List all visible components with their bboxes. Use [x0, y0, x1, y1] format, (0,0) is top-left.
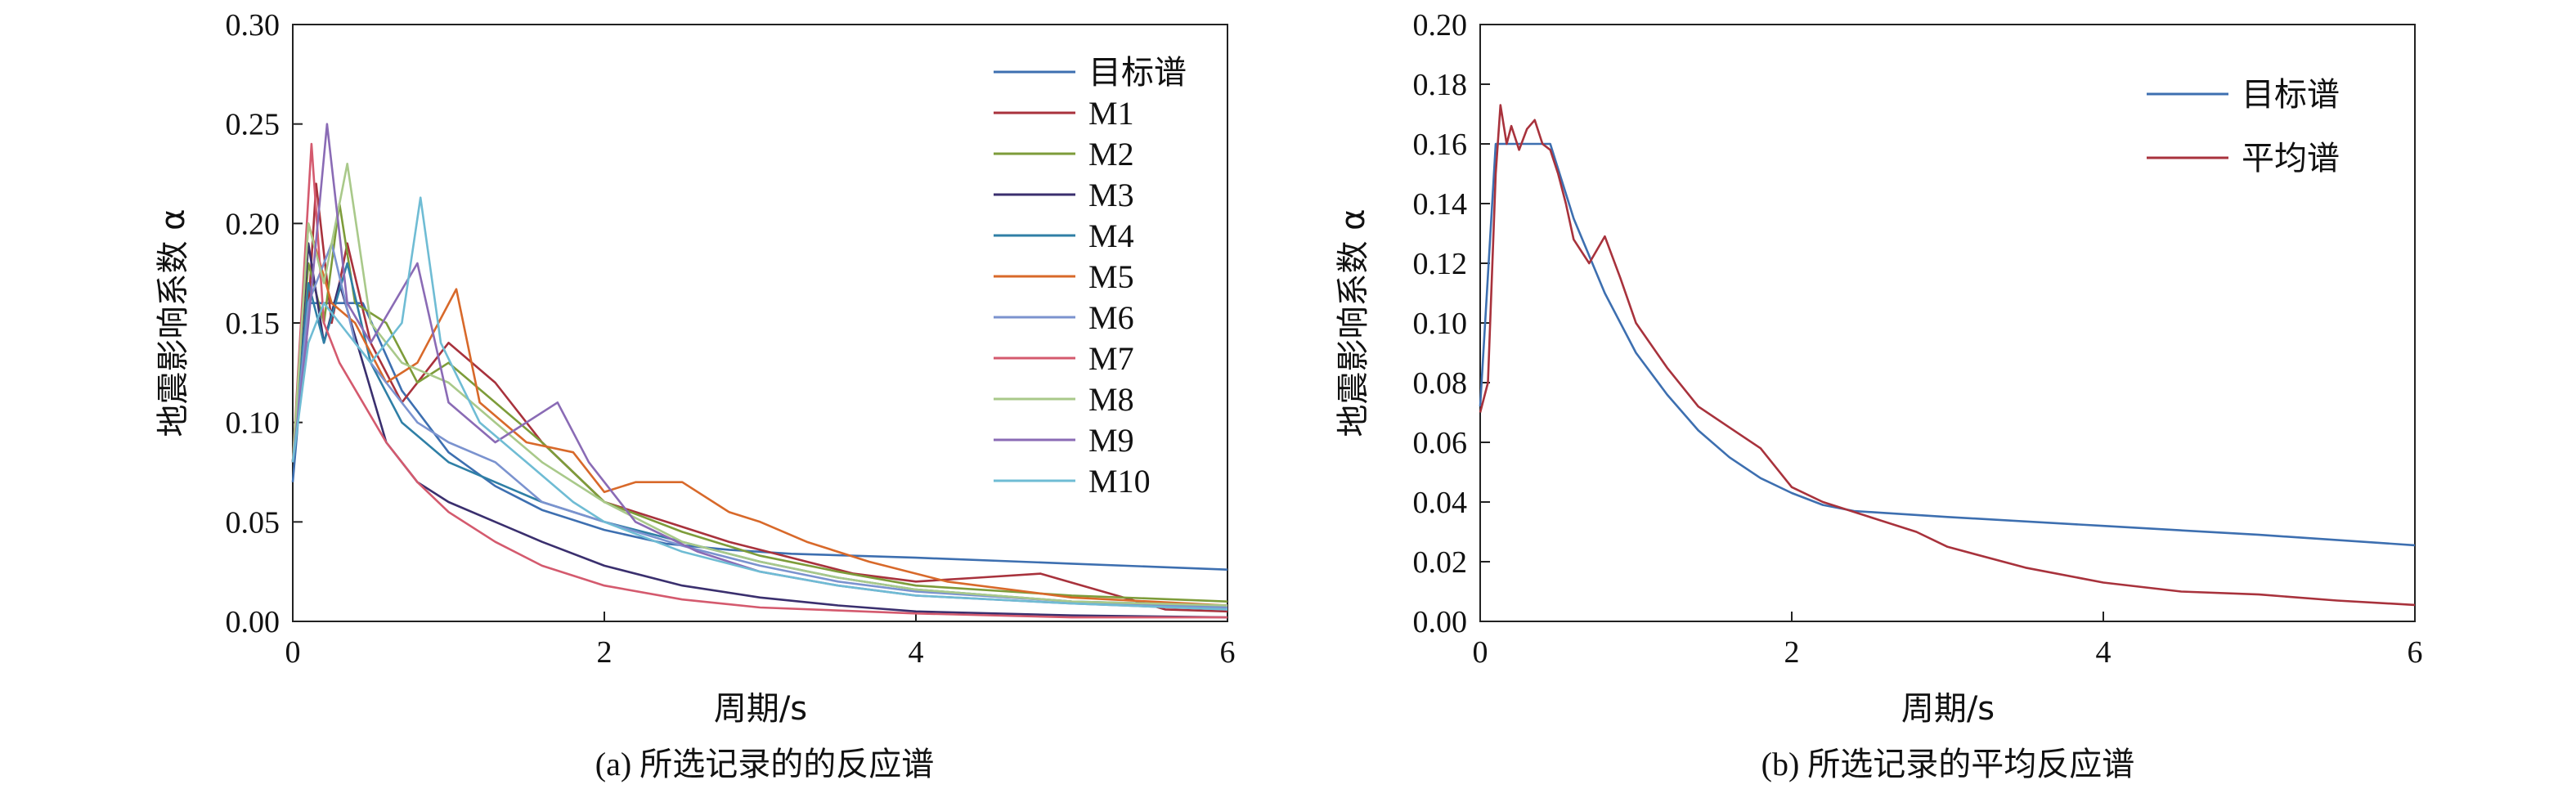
y-tick-label: 0.18	[1413, 68, 1468, 102]
x-tick-label: 0	[285, 635, 301, 670]
x-tick-label: 6	[1220, 635, 1236, 670]
y-tick-label: 0.06	[1413, 426, 1468, 460]
series-line-item-7	[291, 142, 1227, 619]
y-tick-label: 0.20	[1413, 8, 1468, 43]
chart-panel-a: 0.00 0.05 0.10 0.15 0.20 0.25 0.30 0 2 4 6 目标谱 M1 M2…	[155, 8, 1236, 782]
y-tick-label: 0.15	[226, 307, 280, 341]
legend-label: M4	[1088, 217, 1134, 254]
legend-label: M7	[1088, 340, 1134, 377]
y-tick-label: 0.30	[226, 8, 280, 43]
series-line-item-8	[291, 163, 1228, 607]
legend-label: 目标谱	[2242, 76, 2340, 113]
y-axis-label-b: 地震影响系数 α	[1335, 208, 1372, 437]
x-tick-label: 2	[1784, 635, 1800, 670]
y-tick-label: 0.00	[226, 605, 280, 639]
y-tick-label: 0.10	[1413, 307, 1468, 341]
x-axis-label-b: 周期/s	[1901, 690, 1995, 728]
series-line-target	[1479, 142, 2416, 547]
y-tick-label: 0.04	[1413, 486, 1468, 520]
series-line-item-1	[1479, 104, 2416, 607]
y-tick-label: 0.05	[226, 505, 280, 540]
legend-label: M1	[1088, 95, 1134, 132]
series-line-item-6	[291, 242, 1228, 609]
legend-label: M2	[1088, 136, 1134, 173]
legend-a: 目标谱 M1 M2 M3 M4 M5 M6 M7 M8 M9 M10	[994, 54, 1187, 500]
legend-label: M10	[1088, 463, 1151, 500]
axes-b: 0.00 0.02 0.04 0.06 0.08 0.10 0.12 0.14 0.16 0.18…	[1413, 8, 2423, 670]
x-tick-label: 0	[1473, 635, 1488, 670]
x-tick-label: 4	[2096, 635, 2112, 670]
y-tick-label: 0.08	[1413, 366, 1468, 401]
caption-a: (a) 所选记录的的反应谱	[595, 746, 934, 782]
legend-label: 平均谱	[2242, 140, 2340, 177]
plot-area-a	[292, 24, 1228, 622]
y-tick-label: 0.10	[226, 406, 280, 441]
y-tick-label: 0.12	[1413, 247, 1468, 281]
series-lines-a	[291, 123, 1228, 619]
series-line-item-10	[291, 196, 1228, 611]
y-tick-label: 0.14	[1413, 187, 1468, 222]
series-line-item-2	[291, 202, 1228, 603]
series-line-item-9	[291, 123, 1228, 611]
series-line-item-3	[291, 242, 1228, 619]
legend-label: M8	[1088, 381, 1134, 418]
series-line-item-5	[291, 222, 1228, 607]
y-axis-label-a: 地震影响系数 α	[155, 208, 192, 437]
y-tick-label: 0.16	[1413, 128, 1468, 162]
series-line-target	[291, 302, 1228, 571]
legend-label: M6	[1088, 299, 1134, 336]
x-tick-label: 2	[597, 635, 613, 670]
legend-label: 目标谱	[1088, 54, 1187, 91]
y-tick-label: 0.20	[226, 207, 280, 241]
y-tick-label: 0.02	[1413, 545, 1468, 580]
axes-a: 0.00 0.05 0.10 0.15 0.20 0.25 0.30 0 2 4 6	[226, 8, 1236, 670]
series-lines-b	[1479, 104, 2416, 607]
y-tick-label: 0.25	[226, 108, 280, 142]
x-axis-label-a: 周期/s	[714, 690, 807, 728]
series-line-item-4	[291, 262, 1228, 607]
x-tick-label: 4	[909, 635, 924, 670]
legend-label: M3	[1088, 177, 1134, 213]
legend-label: M5	[1088, 258, 1134, 295]
chart-panel-b: 0.00 0.02 0.04 0.06 0.08 0.10 0.12 0.14 0.16 0.18…	[1335, 8, 2423, 782]
y-tick-label: 0.00	[1413, 605, 1468, 639]
caption-b: (b) 所选记录的平均反应谱	[1761, 746, 2135, 782]
legend-label: M9	[1088, 422, 1134, 459]
series-line-item-1	[291, 182, 1228, 613]
x-tick-label: 6	[2408, 635, 2423, 670]
